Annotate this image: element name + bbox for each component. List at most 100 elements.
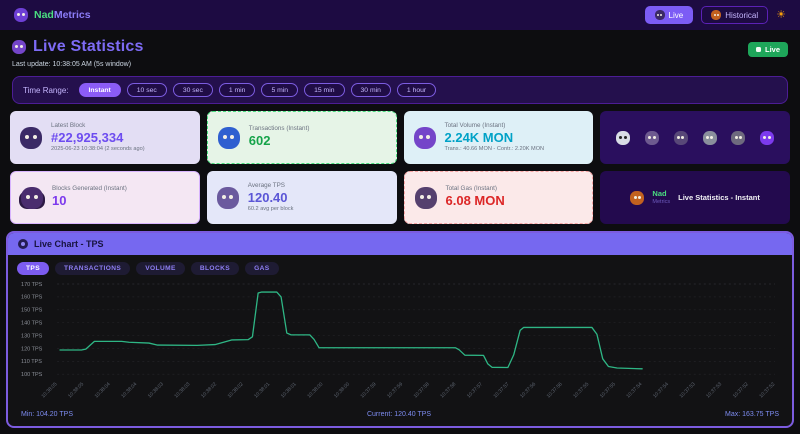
svg-text:10:37:57: 10:37:57 bbox=[466, 381, 484, 399]
live-badge-icon bbox=[755, 47, 761, 52]
svg-text:160 TPS: 160 TPS bbox=[21, 295, 43, 301]
svg-text:10:38:05: 10:38:05 bbox=[67, 381, 85, 399]
latest-block-card: Latest Block #22,925,334 2025-06-23 10:3… bbox=[10, 111, 200, 164]
top-actions: Live Historical ☀ bbox=[644, 6, 786, 24]
last-update-text: Last update: 10:38:05 AM (5s window) bbox=[12, 61, 132, 68]
chart-current-stat: Current: 120.40 TPS bbox=[366, 411, 432, 419]
time-range-option-1-min[interactable]: 1 min bbox=[218, 83, 256, 97]
latest-block-icon bbox=[20, 126, 42, 149]
time-range-option-10-sec[interactable]: 10 sec bbox=[126, 83, 167, 97]
brand-name-primary: Nad bbox=[34, 9, 54, 21]
average-tps-label: Average TPS bbox=[247, 181, 285, 189]
svg-text:10:37:59: 10:37:59 bbox=[386, 381, 404, 399]
time-range-option-5-min[interactable]: 5 min bbox=[261, 83, 299, 97]
latest-block-timestamp: 2025-06-23 10:38:04 (2 seconds ago) bbox=[51, 146, 145, 153]
theme-toggle-sun-icon[interactable]: ☀ bbox=[776, 8, 786, 21]
time-range-option-30-sec[interactable]: 30 sec bbox=[172, 83, 213, 97]
svg-text:10:38:01: 10:38:01 bbox=[253, 381, 271, 399]
svg-text:150 TPS: 150 TPS bbox=[21, 308, 43, 314]
live-badge-label: Live bbox=[764, 45, 780, 54]
svg-text:10:37:56: 10:37:56 bbox=[546, 381, 564, 399]
time-range-option-instant[interactable]: Instant bbox=[78, 83, 121, 97]
chart-plot-area: 170 TPS 160 TPS 150 TPS 140 TPS 130 TPS 120 T… bbox=[17, 278, 783, 409]
svg-text:10:37:52: 10:37:52 bbox=[732, 381, 750, 399]
svg-text:10:37:54: 10:37:54 bbox=[652, 381, 670, 399]
svg-text:10:37:56: 10:37:56 bbox=[519, 381, 537, 399]
time-range-option-1-hour[interactable]: 1 hour bbox=[396, 83, 437, 97]
tps-line-series bbox=[59, 291, 643, 370]
historical-mode-button[interactable]: Historical bbox=[701, 6, 769, 24]
svg-text:10:38:00: 10:38:00 bbox=[306, 381, 324, 399]
total-volume-breakdown: Trans.: 40.66 MON - Contr.: 2.20K MON bbox=[444, 146, 545, 153]
svg-text:10:37:58: 10:37:58 bbox=[439, 381, 457, 399]
chart-footer-stats: Min: 104.20 TPS Current: 120.40 TPS Max:… bbox=[17, 409, 783, 422]
page-title-creature-icon bbox=[12, 40, 26, 54]
tps-line-chart: 170 TPS 160 TPS 150 TPS 140 TPS 130 TPS 120 T… bbox=[21, 282, 777, 400]
svg-text:10:37:52: 10:37:52 bbox=[758, 381, 776, 399]
brand-watermark-card: Nad Metrics Live Statistics - Instant bbox=[600, 171, 790, 224]
chart-tab-tps[interactable]: TPS bbox=[17, 262, 50, 275]
chart-header: Live Chart - TPS bbox=[8, 233, 792, 255]
creature-icon-blob bbox=[760, 130, 775, 145]
svg-text:100 TPS: 100 TPS bbox=[21, 372, 43, 378]
svg-text:10:38:04: 10:38:04 bbox=[94, 381, 112, 399]
chart-header-icon bbox=[18, 239, 28, 249]
chart-tab-gas[interactable]: GAS bbox=[245, 262, 279, 275]
svg-text:10:38:02: 10:38:02 bbox=[227, 381, 245, 399]
total-volume-label: Total Volume (Instant) bbox=[444, 121, 506, 129]
chart-metric-tabs: TPS TRANSACTIONS VOLUME BLOCKS GAS bbox=[17, 262, 783, 275]
creatures-showcase-card bbox=[600, 111, 790, 164]
total-gas-icon bbox=[414, 186, 437, 209]
total-gas-label: Total Gas (Instant) bbox=[445, 185, 497, 193]
time-range-option-30-min[interactable]: 30 min bbox=[350, 83, 391, 97]
average-tps-sub: 60.2 avg per block bbox=[247, 206, 294, 213]
time-range-options: Instant 10 sec 30 sec 1 min 5 min 15 min 30 mi… bbox=[78, 83, 437, 97]
creature-icon-puff bbox=[644, 130, 659, 145]
svg-text:110 TPS: 110 TPS bbox=[21, 359, 42, 365]
chart-tab-transactions[interactable]: TRANSACTIONS bbox=[55, 262, 131, 275]
total-gas-card: Total Gas (Instant) 6.08 MON bbox=[403, 171, 594, 224]
live-mode-button[interactable]: Live bbox=[644, 6, 694, 24]
creature-icon-bat bbox=[673, 130, 688, 145]
creature-icon-bird bbox=[702, 130, 717, 145]
svg-text:10:38:02: 10:38:02 bbox=[200, 381, 218, 399]
svg-text:10:38:03: 10:38:03 bbox=[147, 381, 165, 399]
average-tps-icon bbox=[216, 186, 239, 209]
brand-logo[interactable]: NadMetrics bbox=[14, 8, 91, 22]
svg-text:10:38:01: 10:38:01 bbox=[280, 381, 298, 399]
page-header: Live Statistics Live bbox=[0, 30, 800, 57]
blocks-generated-card: Blocks Generated (Instant) 10 bbox=[10, 171, 200, 224]
svg-text:140 TPS: 140 TPS bbox=[21, 320, 43, 326]
live-chart-panel: Live Chart - TPS TPS TRANSACTIONS VOLUME BL… bbox=[6, 231, 794, 429]
svg-text:10:37:53: 10:37:53 bbox=[705, 381, 723, 399]
chart-title: Live Chart - TPS bbox=[34, 239, 104, 249]
transactions-value: 602 bbox=[248, 133, 271, 149]
watermark-creature-icon bbox=[630, 190, 645, 205]
chart-tab-blocks[interactable]: BLOCKS bbox=[190, 262, 240, 275]
svg-text:10:38:05: 10:38:05 bbox=[41, 381, 59, 399]
creature-icon-skull bbox=[616, 130, 631, 145]
time-range-option-15-min[interactable]: 15 min bbox=[304, 83, 345, 97]
transactions-label: Transactions (Instant) bbox=[248, 125, 310, 133]
svg-text:10:38:00: 10:38:00 bbox=[333, 381, 351, 399]
transactions-card: Transactions (Instant) 602 bbox=[206, 111, 397, 164]
brand-creature-icon bbox=[14, 8, 28, 22]
blocks-generated-value: 10 bbox=[52, 193, 67, 209]
total-volume-card: Total Volume (Instant) 2.24K MON Trans.:… bbox=[403, 111, 594, 164]
svg-text:10:37:53: 10:37:53 bbox=[679, 381, 697, 399]
total-gas-value: 6.08 MON bbox=[445, 193, 505, 209]
chart-max-stat: Max: 163.75 TPS bbox=[725, 411, 779, 419]
average-tps-card: Average TPS 120.40 60.2 avg per block bbox=[206, 171, 397, 224]
chart-min-stat: Min: 104.20 TPS bbox=[21, 411, 74, 419]
watermark-text: Live Statistics - Instant bbox=[678, 193, 760, 202]
stats-cards-grid: Latest Block #22,925,334 2025-06-23 10:3… bbox=[0, 104, 800, 224]
svg-text:130 TPS: 130 TPS bbox=[21, 333, 43, 339]
watermark-brand-primary: Nad bbox=[652, 189, 667, 199]
chart-tab-volume[interactable]: VOLUME bbox=[136, 262, 185, 275]
svg-text:10:37:55: 10:37:55 bbox=[599, 381, 617, 399]
brand-name: NadMetrics bbox=[34, 9, 91, 21]
svg-text:170 TPS: 170 TPS bbox=[21, 282, 43, 288]
time-range-label: Time Range: bbox=[23, 85, 69, 95]
live-mode-label: Live bbox=[668, 10, 684, 20]
